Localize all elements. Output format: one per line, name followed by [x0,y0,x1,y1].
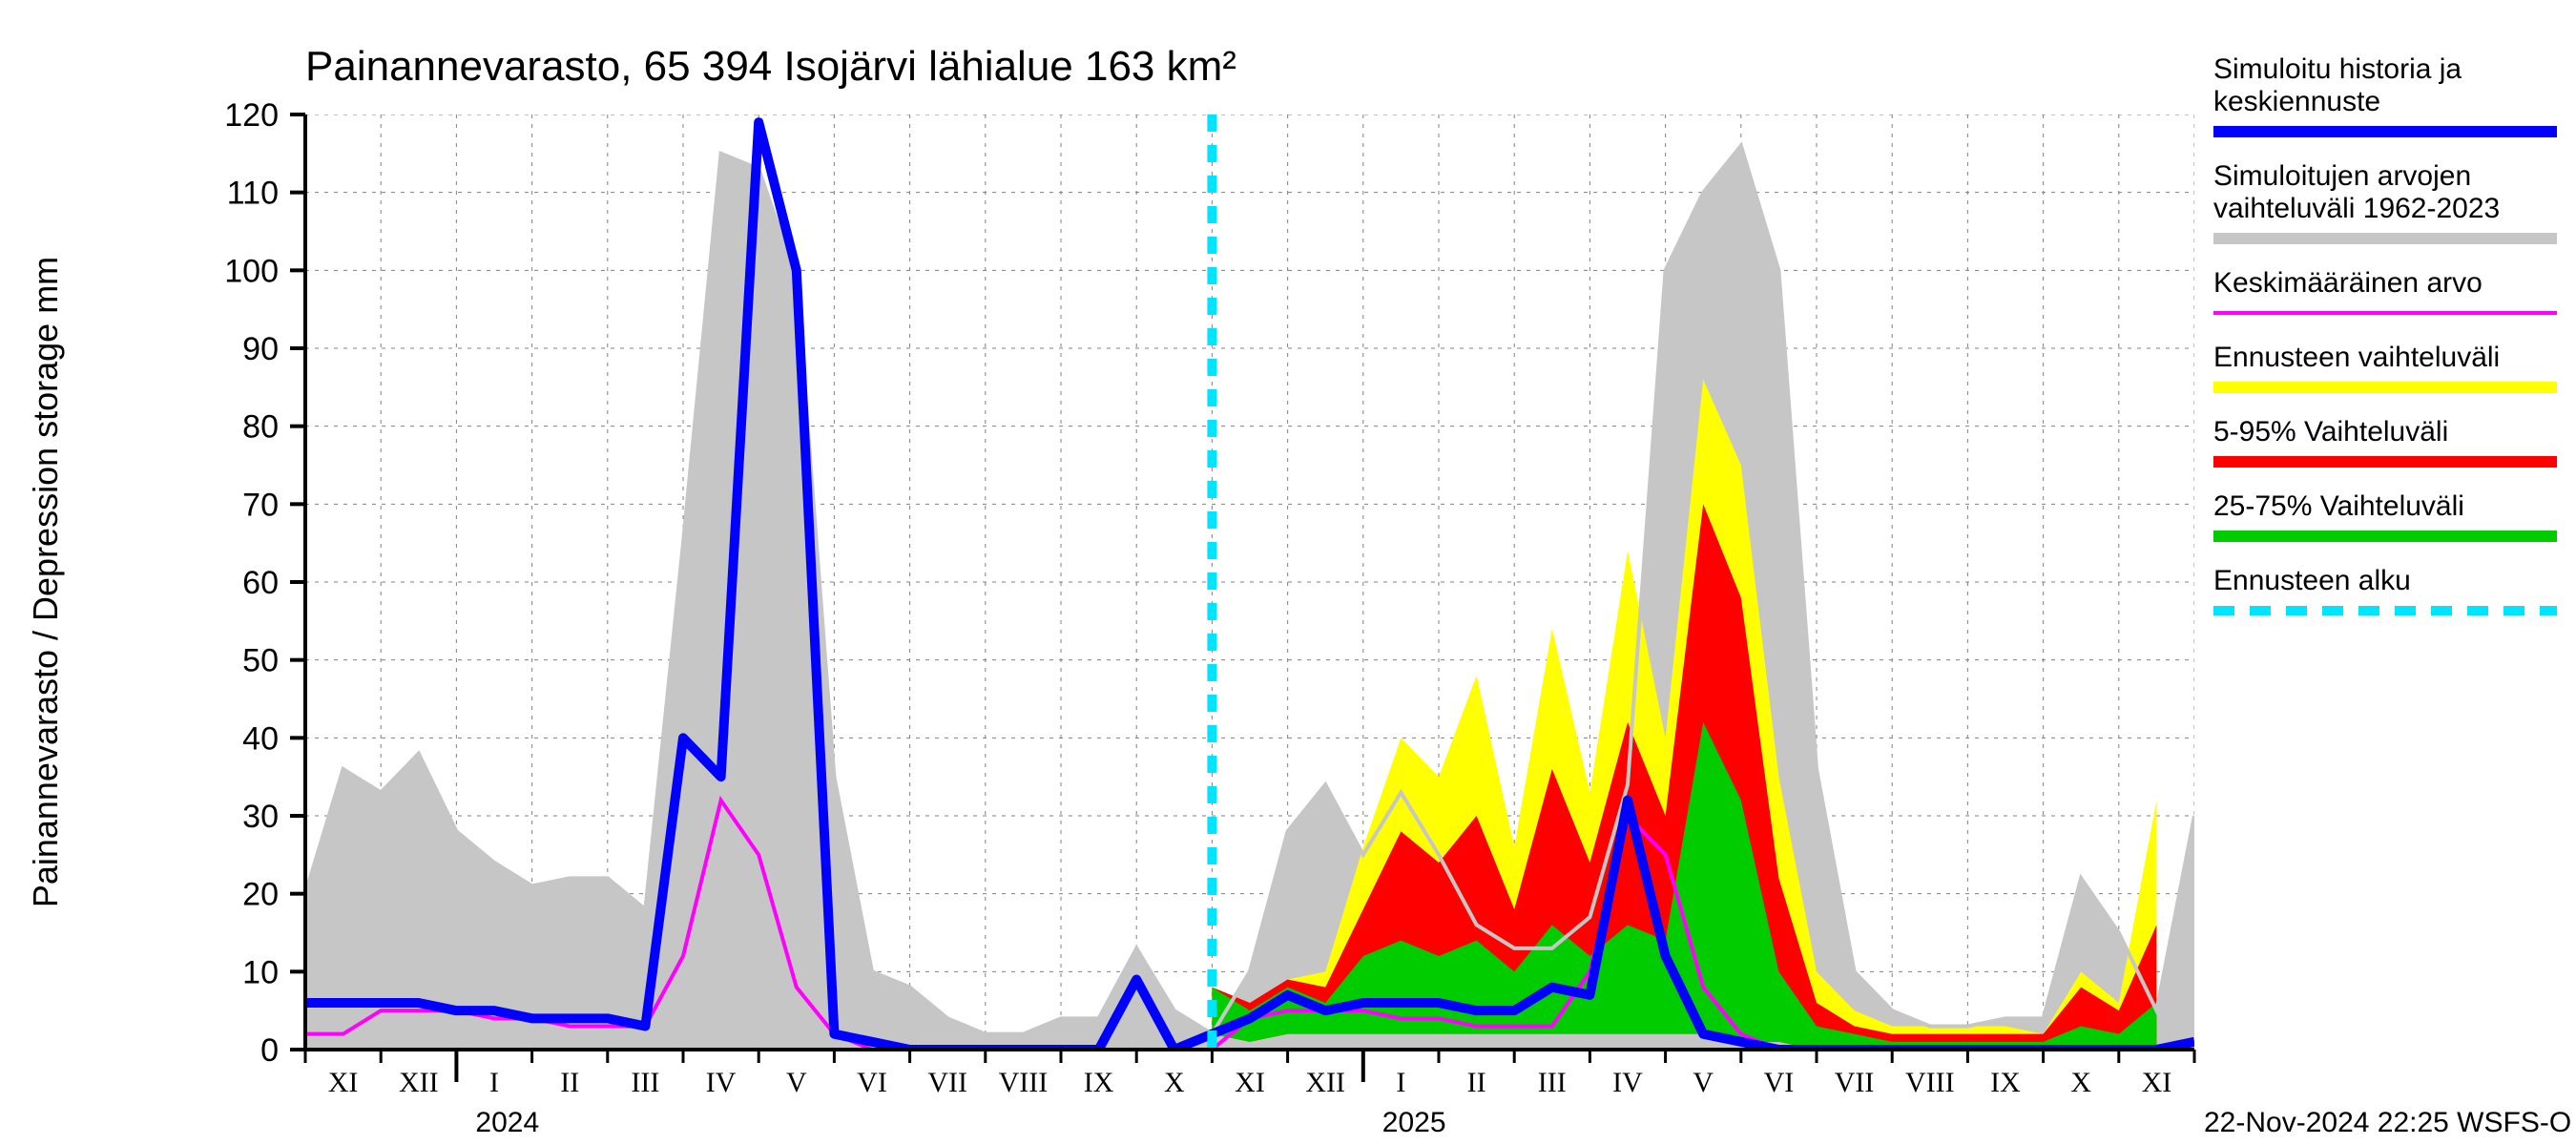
ytick-label: 50 [242,643,279,679]
year-label: 2024 [475,1107,539,1138]
y-axis-label: Painannevarasto / Depression storage mm [26,257,65,907]
xtick-label: IX [1990,1067,2021,1098]
xtick-label: XII [399,1067,439,1098]
xtick-label: IV [706,1067,737,1098]
ytick-label: 30 [242,799,279,835]
legend-label: vaihteluväli 1962-2023 [2213,193,2500,224]
xtick-label: II [560,1067,579,1098]
xtick-label: X [2070,1067,2091,1098]
xtick-label: I [489,1067,499,1098]
xtick-label: V [1693,1067,1714,1098]
legend-label: Simuloitu historia ja [2213,53,2462,85]
ytick-label: 80 [242,409,279,446]
xtick-label: IX [1084,1067,1114,1098]
legend-label: keskiennuste [2213,86,2380,117]
xtick-label: VI [1764,1067,1795,1098]
chart-container: 0102030405060708090100110120XIXIIIIIIIII… [0,0,2576,1145]
ytick-label: 20 [242,877,279,913]
xtick-label: V [786,1067,807,1098]
chart-title: Painannevarasto, 65 394 Isojärvi lähialu… [305,43,1236,90]
ytick-label: 110 [227,176,279,212]
legend-label: Ennusteen vaihteluväli [2213,342,2500,373]
xtick-label: XI [1235,1067,1265,1098]
xtick-label: I [1396,1067,1405,1098]
ytick-label: 100 [224,253,279,289]
legend-label: 25-75% Vaihteluväli [2213,490,2464,522]
ytick-label: 0 [260,1032,279,1069]
ytick-label: 120 [224,97,279,134]
xtick-label: XII [1305,1067,1345,1098]
xtick-label: VIII [1905,1067,1955,1098]
ytick-label: 70 [242,487,279,523]
xtick-label: VIII [999,1067,1049,1098]
footer-timestamp: 22-Nov-2024 22:25 WSFS-O [2204,1107,2571,1138]
ytick-label: 10 [242,954,279,990]
xtick-label: VII [1835,1067,1875,1098]
xtick-label: X [1164,1067,1185,1098]
year-label: 2025 [1382,1107,1446,1138]
xtick-label: XI [2142,1067,2172,1098]
ytick-label: 40 [242,720,279,757]
ytick-label: 90 [242,331,279,367]
xtick-label: III [631,1067,659,1098]
legend-label: 5-95% Vaihteluväli [2213,416,2448,448]
xtick-label: VII [927,1067,967,1098]
ytick-label: 60 [242,565,279,601]
xtick-label: III [1538,1067,1567,1098]
xtick-label: II [1467,1067,1486,1098]
xtick-label: VI [857,1067,887,1098]
xtick-label: IV [1612,1067,1643,1098]
legend-label: Ennusteen alku [2213,565,2411,596]
legend-label: Keskimääräinen arvo [2213,267,2483,299]
xtick-label: XI [328,1067,359,1098]
legend-label: Simuloitujen arvojen [2213,160,2471,192]
